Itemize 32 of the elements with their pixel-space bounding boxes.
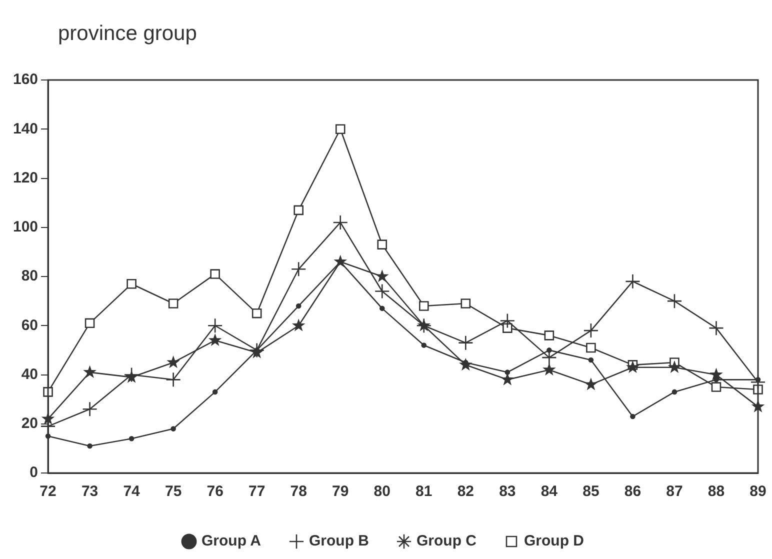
y-tick-label: 0 (30, 464, 38, 482)
x-tick-label: 77 (248, 483, 266, 500)
y-tick-label: 100 (12, 218, 38, 236)
x-tick-label: 72 (40, 483, 56, 500)
y-tick-label: 160 (12, 71, 38, 88)
x-tick-label: 74 (123, 483, 141, 500)
legend-label: Group C (416, 532, 477, 550)
x-tick-label: 79 (332, 483, 349, 500)
x-tick-label: 88 (708, 483, 725, 500)
y-tick-label: 120 (12, 169, 38, 186)
y-tick-label: 80 (21, 268, 38, 285)
x-tick-label: 82 (457, 483, 474, 500)
legend-label: Group D (524, 532, 584, 550)
x-tick-label: 85 (582, 483, 600, 500)
x-tick-label: 73 (81, 483, 98, 500)
x-tick-label: 75 (164, 483, 182, 500)
x-tick-label: 84 (540, 483, 558, 500)
x-tick-label: 76 (206, 483, 224, 500)
x-tick-label: 89 (750, 483, 766, 500)
x-tick-label: 86 (624, 483, 642, 500)
chart-title: province group (58, 22, 197, 46)
x-tick-label: 80 (374, 483, 390, 500)
x-tick-label: 78 (290, 483, 307, 500)
y-tick-label: 20 (21, 415, 38, 432)
x-tick-label: 81 (416, 483, 432, 500)
y-tick-label: 40 (21, 366, 38, 383)
legend-label: Group B (309, 532, 370, 550)
legend-label: Group A (202, 532, 262, 550)
x-tick-label: 87 (666, 483, 683, 500)
y-tick-label: 140 (12, 120, 38, 138)
y-tick-label: 60 (21, 316, 38, 334)
x-tick-label: 83 (499, 483, 516, 500)
